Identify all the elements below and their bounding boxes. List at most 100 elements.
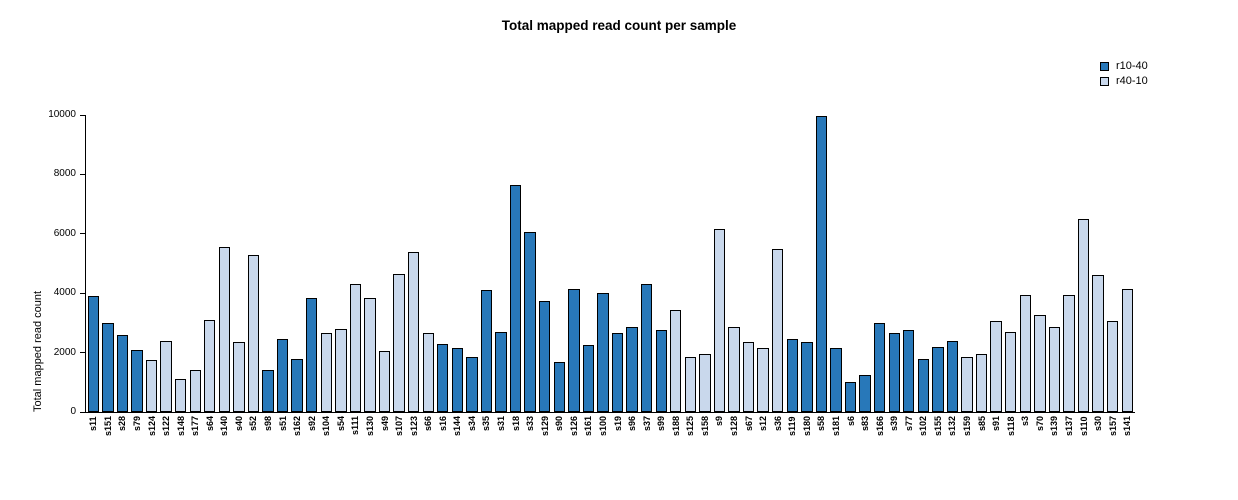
x-label-column: s77 [902,416,917,466]
bar-s128 [728,327,740,412]
x-label-column: s162 [290,416,305,466]
bar-column [537,115,552,412]
x-label-column: s34 [465,416,480,466]
x-tick-label: s18 [510,416,521,432]
bar-s79 [131,350,143,412]
bar-s158 [699,354,711,412]
x-label-column: s58 [814,416,829,466]
bar-column [1120,115,1135,412]
x-label-column: s49 [377,416,392,466]
bar-column [1062,115,1077,412]
x-tick-label: s123 [408,416,419,437]
x-tick-label: s67 [743,416,754,432]
bar-column [945,115,960,412]
bar-column [1047,115,1062,412]
x-label-column: s12 [756,416,771,466]
x-label-column: s91 [989,416,1004,466]
bar-s6 [844,382,857,412]
x-tick-label: s188 [670,416,681,437]
x-tick-label: s3 [1020,416,1031,427]
bar-s83 [859,375,871,412]
bar-s159 [961,357,973,412]
bar-s122 [160,341,172,412]
x-tick-label: s159 [962,416,973,437]
x-tick-label: s11 [88,416,99,431]
bar-column [465,115,480,412]
x-label-column: s85 [974,416,989,466]
x-label-column: s28 [115,416,130,466]
y-axis: 0 2000 4000 6000 8000 10000 [0,109,85,417]
bar-column [698,115,713,412]
bar-column [916,115,931,412]
bar-column [756,115,771,412]
bar-column [1091,115,1106,412]
x-label-column: s90 [552,416,567,466]
x-label-column: s39 [887,416,902,466]
bar-column [902,115,917,412]
x-tick-label: s129 [539,416,550,437]
bar-column [304,115,319,412]
bar-column [1076,115,1091,412]
x-tick-label: s118 [1005,416,1016,436]
x-tick-label: s119 [787,416,798,436]
bar-column [130,115,145,412]
bar-s91 [990,321,1002,412]
y-tick-label: 6000 [53,227,76,239]
bar-column [843,115,858,412]
bar-column [1018,115,1033,412]
bar-column [392,115,407,412]
y-tick-label: 8000 [53,168,76,180]
x-label-column: s9 [712,416,727,466]
x-label-column: s124 [144,416,159,466]
bar-column [770,115,785,412]
x-label-column: s107 [392,416,407,466]
bar-s28 [116,335,129,412]
bar-s92 [306,298,318,412]
x-tick-label: s126 [568,416,579,437]
x-tick-label: s137 [1063,416,1074,437]
x-label-column: s122 [159,416,174,466]
bar-s132 [946,341,959,412]
bar-column [1105,115,1120,412]
y-tick-mark [80,173,85,175]
bar-s77 [903,330,915,412]
bar-s67 [742,342,755,412]
x-tick-label: s128 [729,416,740,437]
bar-s180 [801,342,813,412]
x-label-column: s130 [363,416,378,466]
bar-column [319,115,334,412]
bar-s66 [422,333,434,412]
bar-s107 [393,274,405,412]
bar-s9 [713,229,726,412]
y-axis-line [85,115,86,413]
y-tick-mark [80,352,85,354]
bar-column [669,115,684,412]
x-tick-label: s151 [102,416,113,437]
x-tick-label: s125 [685,416,696,437]
x-tick-label: s104 [321,416,332,437]
x-label-column: s36 [770,416,785,466]
x-label-column: s11 [86,416,101,466]
y-tick-label: 2000 [53,346,76,358]
bar-s162 [291,359,303,412]
bar-column [552,115,567,412]
x-label-column: s16 [436,416,451,466]
bar-s155 [932,347,944,412]
bar-s70 [1034,315,1046,412]
x-label-column: s64 [203,416,218,466]
x-label-column: s104 [319,416,334,466]
legend-label: r40-10 [1116,75,1148,87]
x-label-column: s144 [450,416,465,466]
bar-s181 [830,348,842,412]
bar-column [581,115,596,412]
bar-column [1003,115,1018,412]
bar-s129 [539,301,551,412]
bar-column [173,115,188,412]
x-label-column: s155 [931,416,946,466]
x-tick-label: s79 [131,416,142,432]
x-label-column: s119 [785,416,800,466]
x-tick-label: s157 [1107,416,1118,437]
x-tick-label: s148 [175,416,186,437]
bar-s36 [772,249,784,412]
